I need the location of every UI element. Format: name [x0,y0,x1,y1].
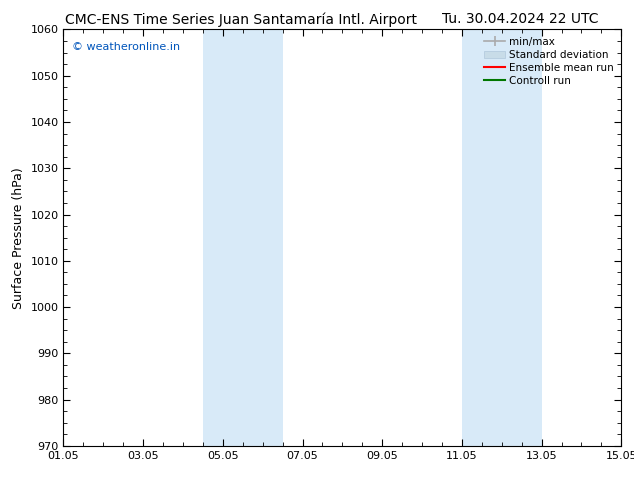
Y-axis label: Surface Pressure (hPa): Surface Pressure (hPa) [12,167,25,309]
Bar [462,29,541,446]
Bar [203,29,283,446]
Text: Tu. 30.04.2024 22 UTC: Tu. 30.04.2024 22 UTC [442,12,598,26]
Text: © weatheronline.in: © weatheronline.in [72,42,180,52]
Text: CMC-ENS Time Series Juan Santamaría Intl. Airport: CMC-ENS Time Series Juan Santamaría Intl… [65,12,417,27]
Legend: min/max, Standard deviation, Ensemble mean run, Controll run: min/max, Standard deviation, Ensemble me… [482,35,616,88]
